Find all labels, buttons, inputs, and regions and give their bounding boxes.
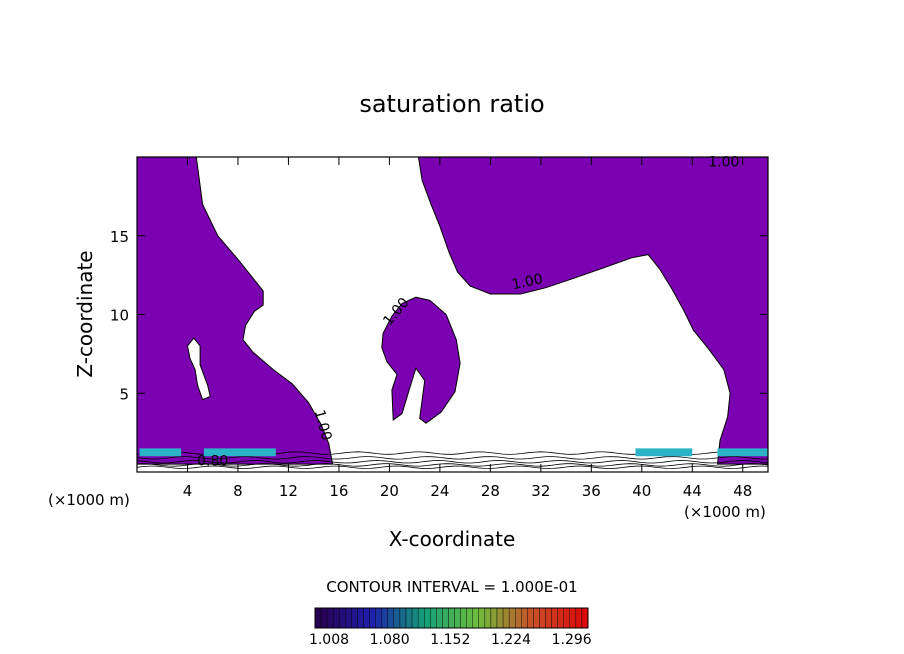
contour-interval: CONTOUR INTERVAL = 1.000E-01 (326, 578, 577, 596)
colorbar-cell (484, 607, 492, 629)
contour-label: 1.00 (311, 408, 335, 442)
bottom-contour-lines (136, 448, 769, 469)
colorbar-cell (351, 607, 358, 629)
colorbar-cell (502, 607, 510, 629)
colorbar-cell (557, 607, 564, 629)
colorbar-cell (454, 607, 461, 629)
x-tick-label: 40 (632, 482, 651, 500)
colorbar-cell (405, 607, 413, 629)
contour-label: 1.00 (708, 154, 739, 170)
x-tick-label: 32 (531, 482, 550, 500)
colorbar-cell (411, 607, 419, 629)
hole-left (186, 337, 211, 401)
colorbar-cell (569, 607, 577, 629)
colorbar-cell (363, 607, 370, 629)
x-tick-label: 12 (279, 482, 298, 500)
x-axis-ticks: 4 8 12 16 20 24 28 32 36 40 44 48 (183, 157, 752, 500)
colorbar-cell (551, 607, 558, 629)
colorbar-cell (442, 607, 449, 629)
y-axis-label: Z-coordinate (73, 250, 97, 377)
x-tick-label: 44 (683, 482, 702, 500)
colorbar-labels: 1.008 1.080 1.152 1.224 1.296 (309, 632, 592, 648)
high-supersaturation-strip (203, 448, 276, 457)
x-tick-label: 28 (481, 482, 500, 500)
colorbar-cell (393, 607, 401, 629)
colorbar-cell (508, 607, 516, 629)
plot-area: 1.001.001.001.000.80 4 8 12 16 20 24 28 32 36 40 4… (110, 154, 769, 500)
colorbar (314, 607, 589, 629)
colorbar-cell (460, 607, 467, 629)
x-tick-label: 8 (233, 482, 243, 500)
high-supersaturation-strip (717, 448, 768, 457)
colorbar-cell (539, 607, 546, 629)
bottom-contour-line (136, 460, 769, 464)
colorbar-cell (521, 607, 528, 629)
y-tick-label: 15 (110, 228, 129, 246)
colorbar-cell (430, 607, 437, 629)
colorbar-cell (417, 607, 425, 629)
colorbar-cell (320, 607, 328, 629)
colorbar-frame (314, 607, 589, 629)
colorbar-cell (314, 607, 322, 629)
x-tick-label: 4 (183, 482, 193, 500)
x-tick-label: 20 (380, 482, 399, 500)
x-tick-label: 48 (733, 482, 752, 500)
colorbar-cell (490, 607, 498, 629)
bottom-contour-line (136, 465, 769, 469)
supersaturation-regions (136, 156, 769, 465)
high-supersaturation-strip (635, 448, 693, 457)
colorbar-cell (375, 607, 382, 629)
colorbar-tick-label: 1.008 (309, 632, 349, 648)
x-unit-right: (×1000 m) (684, 503, 766, 521)
x-unit-left: (×1000 m) (48, 491, 130, 509)
upper-right-region (417, 156, 769, 465)
x-tick-label: 24 (430, 482, 449, 500)
y-tick-label: 5 (119, 385, 129, 403)
colorbar-cell (326, 607, 334, 629)
colorbar-cell (381, 607, 389, 629)
x-tick-label: 36 (582, 482, 601, 500)
x-axis-label: X-coordinate (389, 527, 516, 551)
colorbar-cell (387, 607, 395, 629)
colorbar-cell (478, 607, 486, 629)
contour-label: 1.00 (510, 271, 544, 293)
contour-label: 0.80 (197, 454, 228, 470)
colorbar-cell (466, 607, 473, 629)
bottom-contour-line (136, 463, 769, 467)
colorbar-cell (527, 607, 534, 629)
bottom-contour-line (136, 456, 769, 460)
x-tick-label: 16 (329, 482, 348, 500)
left-region (136, 156, 334, 465)
colorbar-cell (472, 607, 480, 629)
colorbar-cell (424, 607, 431, 629)
colorbar-cell (448, 607, 455, 629)
colorbar-cell (545, 607, 552, 629)
colorbar-tick-label: 1.296 (552, 632, 592, 648)
middle-region (381, 296, 461, 424)
colorbar-cell (345, 607, 352, 629)
colorbar-cell (575, 607, 583, 629)
colorbar-tick-label: 1.080 (370, 632, 410, 648)
colorbar-tick-label: 1.224 (491, 632, 531, 648)
y-tick-label: 10 (110, 307, 129, 325)
colorbar-cell (357, 607, 364, 629)
colorbar-cell (369, 607, 376, 629)
high-supersaturation-strip (139, 448, 182, 457)
colorbar-cell (399, 607, 407, 629)
colorbar-cell (496, 607, 504, 629)
colorbar-cell (436, 607, 443, 629)
colorbar-cell (515, 607, 522, 629)
y-axis-ticks: 5 10 15 (110, 228, 768, 403)
colorbar-cell (563, 607, 570, 629)
colorbar-cell (339, 607, 346, 629)
chart-title: saturation ratio (359, 90, 544, 118)
colorbar-tick-label: 1.152 (430, 632, 470, 648)
colorbar-cell (533, 607, 540, 629)
colorbar-cell (581, 607, 589, 629)
colorbar-cell (333, 607, 340, 629)
